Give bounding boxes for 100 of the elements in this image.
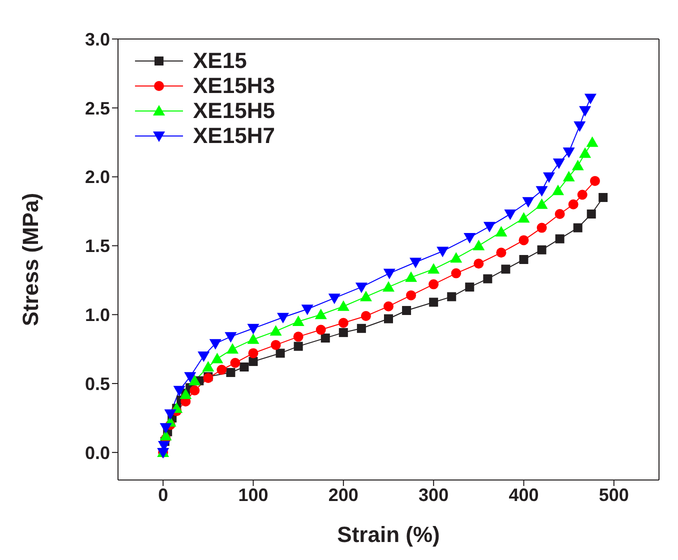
point	[522, 197, 534, 208]
point	[495, 226, 508, 236]
point	[248, 356, 258, 366]
point	[579, 106, 592, 117]
point	[338, 318, 348, 328]
point	[406, 290, 416, 300]
x-tick-label: 300	[418, 484, 449, 505]
point	[211, 352, 224, 364]
point	[447, 292, 456, 302]
x-tick-label: 200	[328, 484, 358, 505]
point	[360, 311, 371, 322]
legend-label: XE15H7	[193, 123, 275, 148]
point	[572, 160, 584, 170]
y-tick-label: 1.5	[84, 236, 110, 256]
point	[586, 210, 596, 219]
y-tick-label: 3.0	[84, 29, 110, 50]
point	[184, 372, 196, 383]
point	[519, 255, 528, 264]
point	[160, 423, 172, 434]
point	[226, 343, 239, 354]
point	[436, 246, 449, 258]
point	[429, 298, 438, 307]
point	[224, 332, 237, 343]
point	[586, 136, 598, 147]
legend-label: XE15H3	[193, 73, 275, 98]
point	[536, 222, 547, 233]
point	[483, 274, 492, 284]
point	[188, 374, 201, 386]
point	[402, 306, 412, 315]
point	[226, 368, 236, 378]
point	[247, 324, 260, 334]
point	[451, 268, 462, 278]
point	[248, 348, 258, 358]
point	[573, 223, 582, 232]
y-axis-title: Stress (MPa)	[18, 192, 43, 326]
point	[173, 386, 186, 396]
point	[504, 210, 516, 220]
point	[536, 198, 548, 209]
point	[301, 304, 314, 316]
point	[293, 332, 304, 342]
x-axis-title: Strain (%)	[337, 522, 440, 547]
point	[230, 358, 240, 368]
point	[292, 316, 304, 326]
legend-label: XE15	[193, 48, 247, 73]
point	[355, 282, 368, 294]
point	[338, 328, 348, 338]
point	[537, 245, 546, 254]
point	[294, 342, 303, 351]
point	[202, 360, 214, 372]
point	[270, 340, 281, 350]
point	[536, 186, 548, 197]
point	[190, 385, 200, 396]
point	[496, 248, 506, 258]
point	[501, 264, 510, 274]
point	[384, 301, 394, 312]
legend-label: XE15H5	[193, 98, 275, 123]
point	[384, 314, 393, 324]
point	[428, 279, 439, 290]
x-tick-label: 500	[598, 484, 629, 505]
point	[356, 324, 366, 333]
point	[428, 263, 440, 274]
point	[216, 364, 227, 375]
point	[574, 121, 586, 132]
point	[410, 258, 422, 268]
point	[579, 147, 592, 158]
x-tick-label: 100	[238, 484, 268, 505]
point	[270, 325, 282, 336]
point	[584, 94, 596, 104]
x-tick-label: 400	[508, 484, 539, 505]
point	[518, 212, 530, 223]
point	[240, 362, 249, 372]
point	[598, 192, 608, 202]
point	[316, 324, 326, 335]
point	[383, 268, 396, 280]
point	[464, 232, 476, 244]
point	[277, 312, 290, 324]
point	[164, 409, 176, 420]
point	[276, 348, 285, 358]
point	[198, 351, 210, 362]
point	[562, 170, 575, 182]
point	[382, 281, 394, 292]
point	[554, 209, 565, 220]
point	[590, 176, 600, 186]
point	[320, 334, 330, 343]
point	[465, 282, 474, 292]
point	[518, 235, 529, 246]
y-tick-label: 0.0	[84, 442, 110, 463]
y-tick-label: 2.0	[84, 167, 110, 188]
point	[562, 148, 575, 158]
y-tick-label: 1.0	[84, 305, 110, 326]
point	[360, 290, 372, 302]
point	[483, 222, 496, 232]
point	[209, 339, 222, 350]
point	[552, 184, 564, 196]
point	[568, 199, 578, 210]
x-tick-label: 0	[158, 484, 168, 505]
point	[405, 271, 418, 282]
point	[328, 294, 340, 304]
point	[577, 190, 588, 200]
point	[314, 308, 327, 320]
